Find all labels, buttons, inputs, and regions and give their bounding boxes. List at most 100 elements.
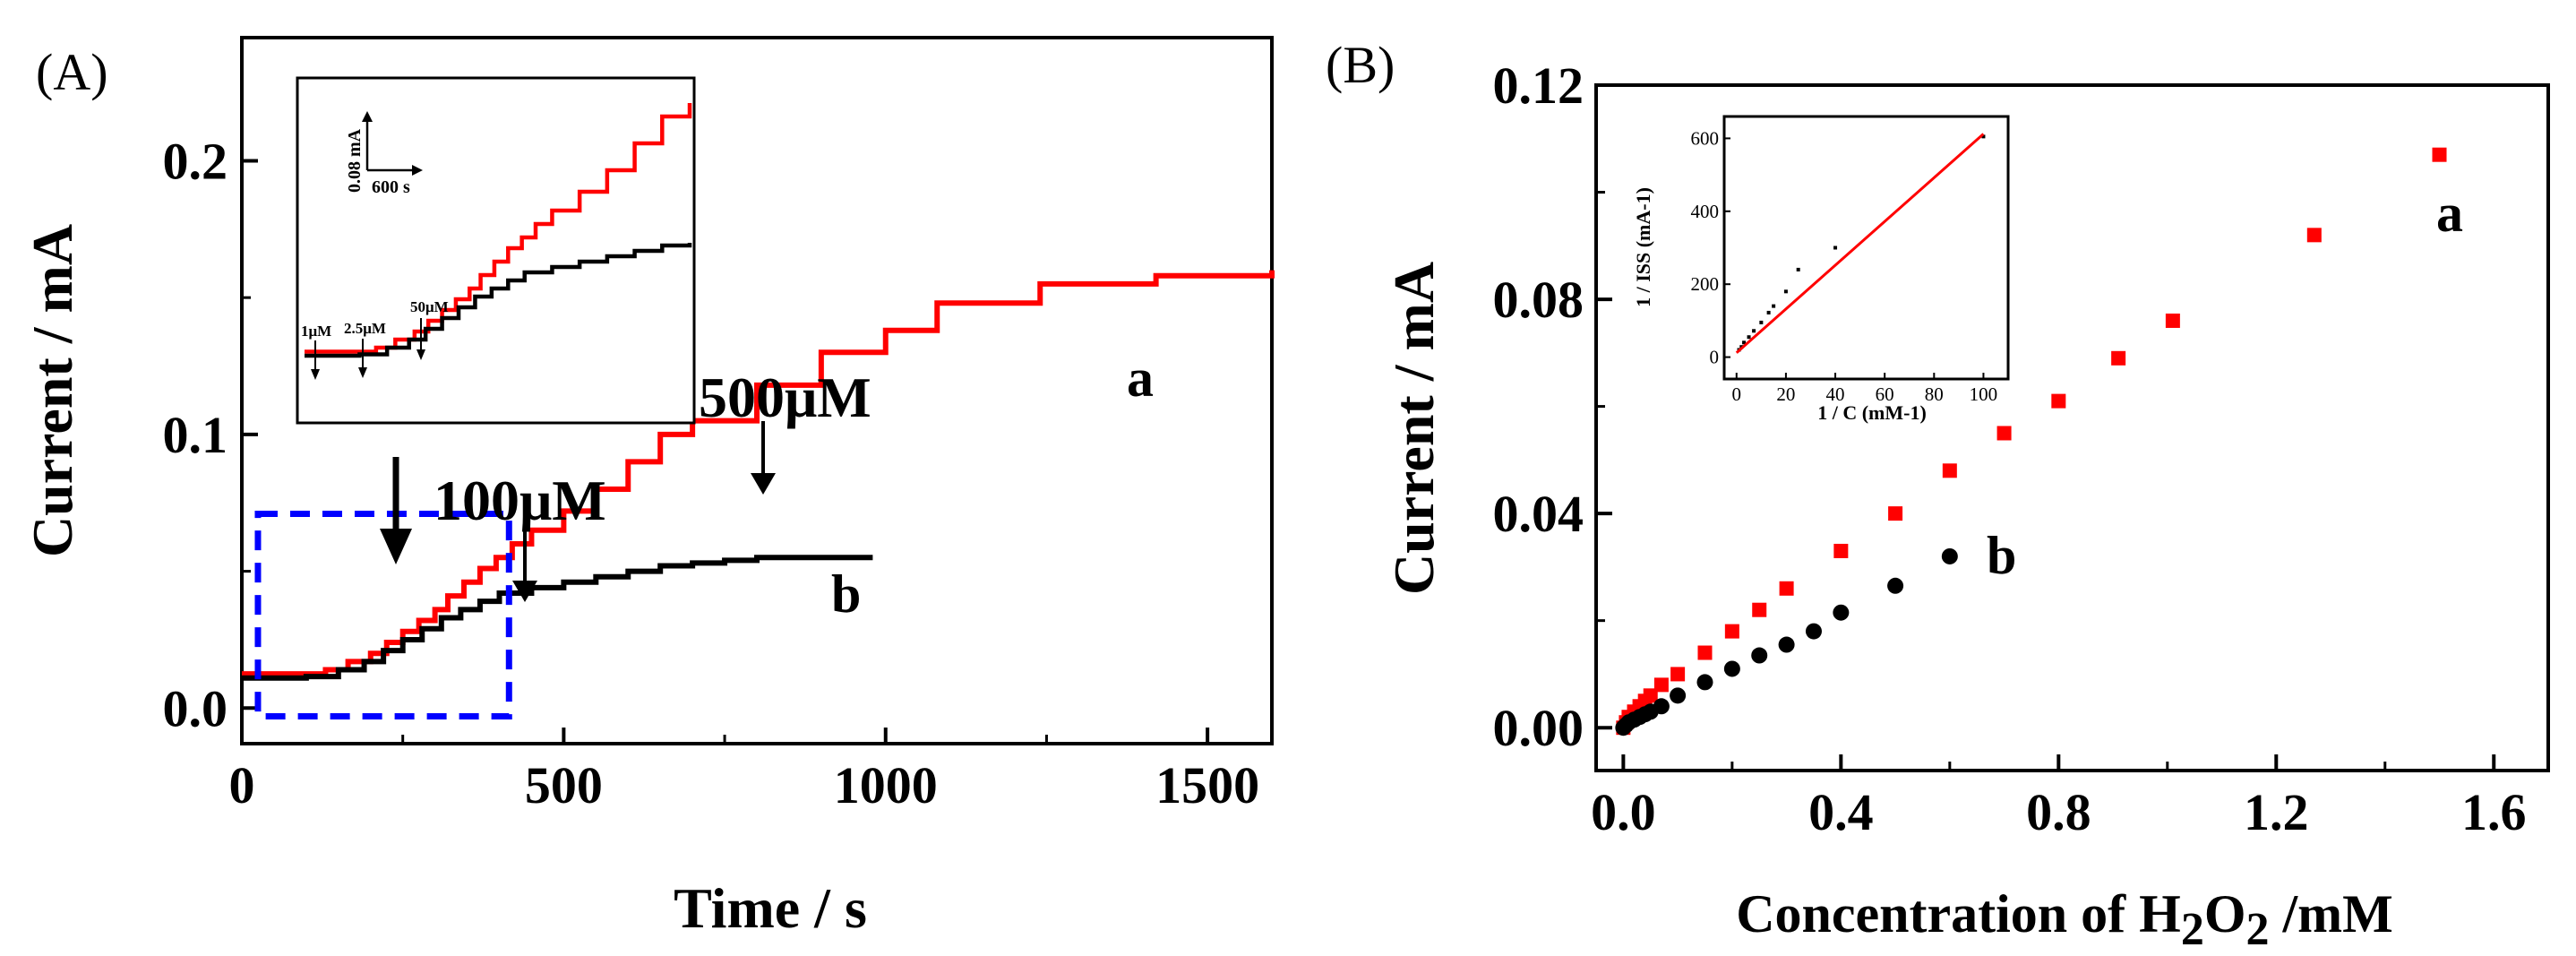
x-tick-label: 1500 <box>1155 756 1259 814</box>
panel-b-label: (B) <box>1326 36 1395 94</box>
annotation-500uM-arrowhead <box>751 473 776 495</box>
panel-b-x-ticks: 0.0 0.4 0.8 1.2 1.6 <box>1591 754 2527 841</box>
point-a <box>2306 228 2322 243</box>
inset-point <box>1772 304 1776 308</box>
point-b <box>1833 604 1850 621</box>
panel-b-y-ticks: 0.00 0.04 0.08 0.12 <box>1493 56 1612 757</box>
inset-x-tick-label: 20 <box>1776 383 1795 405</box>
inset-x-tick-label: 60 <box>1876 383 1894 405</box>
inset-y-tick-label: 0 <box>1710 347 1720 368</box>
panel-b-points <box>1615 147 2447 736</box>
y-tick-label: 0.12 <box>1493 56 1584 115</box>
point-a <box>2051 393 2066 409</box>
panel-b-inset: 0 20 40 60 80 100 0 200 400 600 1 / ISS (mA-1) 1 … <box>1632 115 2010 424</box>
inset-point <box>1783 289 1788 294</box>
annotation-500uM: 500μM <box>699 366 872 429</box>
point-b <box>1670 687 1687 704</box>
y-tick-label: 0.00 <box>1493 699 1584 757</box>
point-a <box>1779 581 1794 596</box>
point-a <box>1697 645 1713 660</box>
panel-a-inset: 0.08 mA 600 s 1μM 2.5μM 50μM <box>296 76 696 425</box>
inset-scale-bar-current-label: 0.08 mA <box>345 128 365 193</box>
inset-point <box>1752 329 1756 333</box>
panel-b-y-axis-label: Current / mA <box>1382 262 1446 595</box>
x-tick-label: 500 <box>525 756 603 814</box>
zoom-region-box <box>254 510 512 719</box>
panel-b-x-axis-label: Concentration of H2O2 /mM <box>1736 884 2393 955</box>
y-tick-label: 0.04 <box>1493 485 1584 543</box>
panel-b-inset-x-label: 1 / C (mM-1) <box>1817 401 1927 424</box>
annotation-100uM-arrowhead <box>512 581 537 602</box>
point-a <box>1653 677 1669 693</box>
panel-b-inset-frame <box>1722 115 2010 381</box>
inset-point <box>1747 335 1751 340</box>
panel-b-x-axis-label-prefix: Concentration of H <box>1736 884 2181 943</box>
point-a <box>1670 667 1686 682</box>
series-a-label-b: a <box>2436 184 2463 243</box>
inset-scale-bar-time-head <box>412 165 423 176</box>
panel-a-label: (A) <box>36 43 108 101</box>
inset-point <box>1833 245 1838 250</box>
panel-b-x-axis-label-mid: O <box>2204 884 2246 943</box>
series-b-label-b: b <box>1987 526 2016 585</box>
panel-b-x-axis-label-sub2: 2 <box>2246 904 2270 955</box>
point-b <box>1653 698 1670 715</box>
point-b <box>1805 623 1822 640</box>
inset-point <box>1742 340 1747 345</box>
point-a <box>2111 350 2126 366</box>
point-b <box>1778 636 1795 653</box>
inset-scale-bar-time-label: 600 s <box>372 177 410 197</box>
panel-a-x-ticks: 0 500 1000 1500 <box>229 728 1259 814</box>
panel-b-inset-ticks: 0 20 40 60 80 100 0 200 400 600 <box>1691 127 1998 405</box>
series-b-line <box>242 555 873 681</box>
inset-y-tick-label: 600 <box>1691 127 1720 149</box>
inset-point <box>1796 267 1800 271</box>
series-b-label: b <box>831 564 861 624</box>
point-b <box>1723 660 1740 677</box>
point-a <box>1724 624 1739 639</box>
panel-a-x-axis-label: Time / s <box>674 876 867 940</box>
series-a-label: a <box>1127 349 1154 408</box>
panel-b-plot-frame <box>1594 83 2550 772</box>
point-b <box>1887 577 1904 594</box>
inset-marker-2-5uM-arrowhead <box>358 367 367 378</box>
annotation-100uM: 100μM <box>434 469 606 532</box>
panel-b: (B) 0.00 0.04 0.08 0.12 0.0 0.4 0.8 1.2 1.6 Cur… <box>1326 36 2550 955</box>
point-a <box>2165 313 2180 328</box>
inset-scale-bar-current-head <box>362 111 373 122</box>
point-a <box>1996 426 2012 441</box>
panel-a-series <box>242 270 1275 681</box>
inset-point <box>1981 134 1986 139</box>
panel-b-x-axis-label-suffix: /mM <box>2270 884 2393 943</box>
x-tick-label: 0.8 <box>2026 783 2091 841</box>
inset-marker-2-5uM: 2.5μM <box>344 320 386 337</box>
y-tick-label: 0.2 <box>163 132 228 190</box>
y-tick-label: 0.08 <box>1493 271 1584 329</box>
panel-b-inset-y-label: 1 / ISS (mA-1) <box>1632 187 1654 307</box>
point-b <box>1751 647 1768 664</box>
inset-x-tick-label: 80 <box>1925 383 1944 405</box>
point-b <box>1941 547 1958 564</box>
x-tick-label: 0 <box>229 756 255 814</box>
panel-a: (A) 0.00.10.2 0 500 1000 1500 Current / mA … <box>21 36 1275 940</box>
x-tick-label: 1.2 <box>2244 783 2309 841</box>
inset-x-tick-label: 40 <box>1826 383 1845 405</box>
inset-series-a-line <box>305 103 692 354</box>
inset-x-tick-label: 100 <box>1970 383 1998 405</box>
y-tick-label: 0.1 <box>163 406 228 464</box>
x-tick-label: 0.0 <box>1591 783 1656 841</box>
inset-marker-1uM-arrowhead <box>311 369 320 380</box>
zoom-pointer-arrowhead <box>380 529 412 564</box>
inset-y-tick-label: 200 <box>1691 273 1720 295</box>
x-tick-label: 0.4 <box>1808 783 1874 841</box>
inset-series-b-line <box>305 243 692 358</box>
point-a <box>1833 543 1849 558</box>
point-a <box>1643 688 1658 703</box>
point-a <box>2432 147 2447 162</box>
x-tick-label: 1.6 <box>2461 783 2527 841</box>
point-a <box>1752 602 1767 617</box>
inset-marker-50uM: 50μM <box>410 298 449 315</box>
inset-marker-50uM-arrowhead <box>416 349 425 360</box>
point-a <box>1942 463 1957 478</box>
